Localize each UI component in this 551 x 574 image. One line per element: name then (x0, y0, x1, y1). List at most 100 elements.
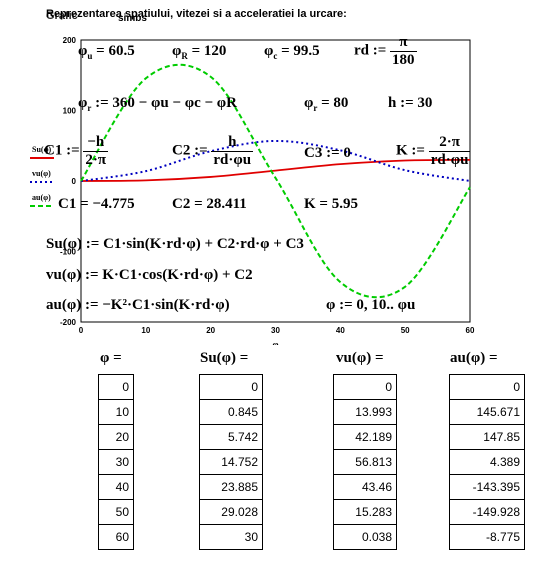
series-line-1 (80, 139, 471, 182)
x-tick-label: 50 (401, 326, 410, 335)
table-row: 5.742 (199, 424, 263, 450)
table-cell[interactable]: 23.885 (199, 474, 263, 500)
y-tick-label: -100 (60, 248, 77, 257)
table-cell[interactable]: 0.038 (333, 524, 397, 550)
table-cell[interactable]: 20 (98, 424, 134, 450)
table-cell[interactable]: 60 (98, 524, 134, 550)
table-row: 60 (98, 524, 134, 550)
table-row: 30 (199, 524, 263, 550)
table-row: -149.928 (449, 499, 525, 525)
table-cell[interactable]: 4.389 (449, 449, 525, 475)
vu-header: vu(φ) = (336, 350, 384, 366)
table-row: 0 (449, 374, 525, 400)
table-row: 0 (98, 374, 134, 400)
table-cell[interactable]: -8.775 (449, 524, 525, 550)
table-cell[interactable]: 0 (333, 374, 397, 400)
table-cell[interactable]: 0 (449, 374, 525, 400)
series-line-0 (80, 158, 471, 182)
table-cell[interactable]: 30 (98, 449, 134, 475)
table-cell[interactable]: 0 (98, 374, 134, 400)
table-row: 10 (98, 399, 134, 425)
Su-table[interactable]: 0 0.845 5.742 14.752 23.885 29.028 30 (199, 374, 263, 550)
table-cell[interactable]: -143.395 (449, 474, 525, 500)
table-cell[interactable]: 29.028 (199, 499, 263, 525)
x-tick-label: 40 (336, 326, 345, 335)
C3-definition: C3 := 0 (304, 145, 351, 161)
overlapping-label-2: simbs (118, 13, 147, 24)
table-row: 50 (98, 499, 134, 525)
table-cell[interactable]: 56.813 (333, 449, 397, 475)
table-cell[interactable]: 147.85 (449, 424, 525, 450)
table-row: 4.389 (449, 449, 525, 475)
table-row: 20 (98, 424, 134, 450)
table-cell[interactable]: 30 (199, 524, 263, 550)
table-cell[interactable]: 5.742 (199, 424, 263, 450)
C2-definition: C2 := h rd·φu (172, 134, 254, 168)
table-row: 0 (333, 374, 397, 400)
table-cell[interactable]: 145.671 (449, 399, 525, 425)
au-function: au(φ) := −K²·C1·sin(K·rd·φ) (46, 297, 230, 313)
table-row: 29.028 (199, 499, 263, 525)
phi-header: φ = (100, 350, 122, 366)
x-tick-label: 60 (466, 326, 475, 335)
Su-function: Su(φ) := C1·sin(K·rd·φ) + C2·rd·φ + C3 (46, 236, 304, 252)
au-table[interactable]: 0 145.671 147.85 4.389 -143.395 -149.928 -8.77… (449, 374, 525, 550)
y-tick-label: -200 (60, 318, 77, 327)
rd-definition: rd := π 180 (354, 34, 417, 68)
legend-label: vu(φ) (32, 169, 51, 178)
y-tick-label: 100 (63, 107, 77, 116)
x-tick-label: 10 (141, 326, 150, 335)
h-definition: h := 30 (388, 95, 433, 111)
C1-value: C1 = −4.775 (58, 196, 135, 212)
table-cell[interactable]: 13.993 (333, 399, 397, 425)
table-cell[interactable]: -149.928 (449, 499, 525, 525)
C1-definition: C1 := −h 2·π (44, 134, 109, 168)
table-row: 0.845 (199, 399, 263, 425)
table-cell[interactable]: 14.752 (199, 449, 263, 475)
legend-label: au(φ) (32, 193, 51, 202)
table-row: 40 (98, 474, 134, 500)
table-row: 147.85 (449, 424, 525, 450)
table-row: 0.038 (333, 524, 397, 550)
table-row: -143.395 (449, 474, 525, 500)
vu-function: vu(φ) := K·C1·cos(K·rd·φ) + C2 (46, 267, 253, 283)
table-row: 43.46 (333, 474, 397, 500)
phi-range: φ := 0, 10.. φu (326, 297, 416, 313)
table-cell[interactable]: 43.46 (333, 474, 397, 500)
vu-table[interactable]: 0 13.993 42.189 56.813 43.46 15.283 0.038 (333, 374, 397, 550)
phi-u-value: φu = 60.5 (78, 43, 135, 61)
y-tick-label: 0 (72, 177, 77, 186)
table-cell[interactable]: 40 (98, 474, 134, 500)
K-definition: K := 2·π rd·φu (396, 134, 471, 168)
table-row: 145.671 (449, 399, 525, 425)
legend-label: Su(φ) (32, 145, 52, 154)
overlapping-label: Grafic (46, 10, 78, 22)
table-cell[interactable]: 42.189 (333, 424, 397, 450)
table-cell[interactable]: 15.283 (333, 499, 397, 525)
table-row: 14.752 (199, 449, 263, 475)
table-row: 15.283 (333, 499, 397, 525)
x-tick-label: 0 (79, 326, 84, 335)
series-line-2 (80, 63, 471, 299)
table-row: 56.813 (333, 449, 397, 475)
table-row: 0 (199, 374, 263, 400)
phi-r-value: φr = 80 (304, 95, 349, 113)
au-header: au(φ) = (450, 350, 498, 366)
K-value: K = 5.95 (304, 196, 358, 212)
x-tick-label: 20 (206, 326, 215, 335)
C2-value: C2 = 28.411 (172, 196, 247, 212)
phi-table[interactable]: 0 10 20 30 40 50 60 (98, 374, 134, 550)
Su-header: Su(φ) = (200, 350, 249, 366)
phi-r-definition: φr := 360 − φu − φc − φR (78, 95, 237, 113)
section-title: Reprezentarea spatiului, vitezei si a ac… (46, 8, 347, 20)
table-row: -8.775 (449, 524, 525, 550)
table-cell[interactable]: 0 (199, 374, 263, 400)
table-cell[interactable]: 10 (98, 399, 134, 425)
table-row: 13.993 (333, 399, 397, 425)
table-row: 42.189 (333, 424, 397, 450)
phi-R-value: φR = 120 (172, 43, 227, 61)
table-cell[interactable]: 0.845 (199, 399, 263, 425)
graph-region[interactable]: 0 10 20 30 40 50 60 200 100 0 -100 -200 φ Su(φ) vu(φ)… (0, 0, 551, 345)
table-cell[interactable]: 50 (98, 499, 134, 525)
x-axis-label: φ (272, 340, 278, 345)
